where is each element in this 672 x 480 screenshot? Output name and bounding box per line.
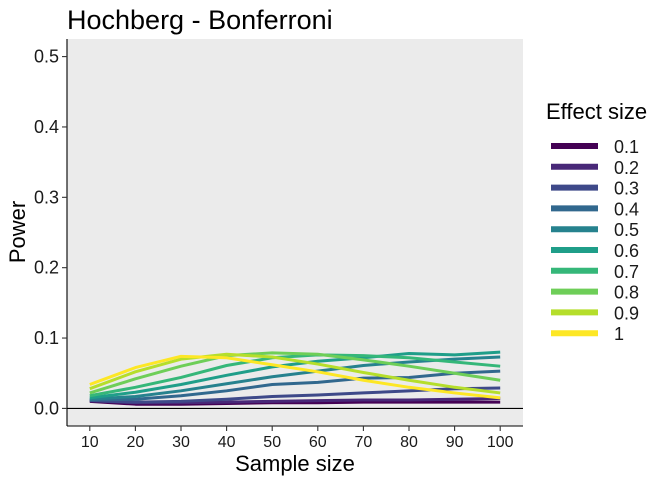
legend: Effect size 0.10.20.30.40.50.60.70.80.91 xyxy=(546,99,647,344)
legend-label: 0.1 xyxy=(614,137,639,157)
legend-label: 0.5 xyxy=(614,220,639,240)
x-tick-label: 80 xyxy=(400,434,418,451)
series-line-0-9 xyxy=(89,352,501,395)
y-tick-label: 0.2 xyxy=(34,258,59,278)
series-line-0-8 xyxy=(89,351,501,395)
legend-label: 0.9 xyxy=(614,303,639,323)
legend-title: Effect size xyxy=(546,99,647,124)
legend-label: 0.4 xyxy=(614,199,639,219)
y-tick-label: 0.4 xyxy=(34,117,59,137)
series-line-0-6 xyxy=(89,350,501,400)
legend-label: 0.3 xyxy=(614,179,639,199)
y-axis-title: Power xyxy=(5,201,30,263)
y-tick-label: 0.3 xyxy=(34,187,59,207)
legend-label: 1 xyxy=(614,324,624,344)
series-line-1 xyxy=(89,354,501,400)
y-tick-label: 0.0 xyxy=(34,398,59,418)
x-tick-label: 10 xyxy=(81,434,99,451)
chart-title: Hochberg - Bonferroni xyxy=(67,5,333,35)
series-line-0-4 xyxy=(89,369,501,402)
legend-label: 0.7 xyxy=(614,262,639,282)
legend-label: 0.6 xyxy=(614,241,639,261)
x-tick-label: 40 xyxy=(218,434,236,451)
x-tick-label: 60 xyxy=(309,434,327,451)
legend-label: 0.2 xyxy=(614,158,639,178)
x-tick-label: 100 xyxy=(487,434,514,451)
y-tick-label: 0.1 xyxy=(34,328,59,348)
series-line-0-7 xyxy=(89,353,501,398)
x-tick-label: 70 xyxy=(355,434,373,451)
legend-label: 0.8 xyxy=(614,283,639,303)
x-tick-label: 20 xyxy=(127,434,145,451)
x-axis-title: Sample size xyxy=(235,451,355,476)
x-tick-label: 30 xyxy=(172,434,190,451)
x-tick-label: 50 xyxy=(263,434,281,451)
y-tick-label: 0.5 xyxy=(34,47,59,67)
x-tick-label: 90 xyxy=(446,434,464,451)
